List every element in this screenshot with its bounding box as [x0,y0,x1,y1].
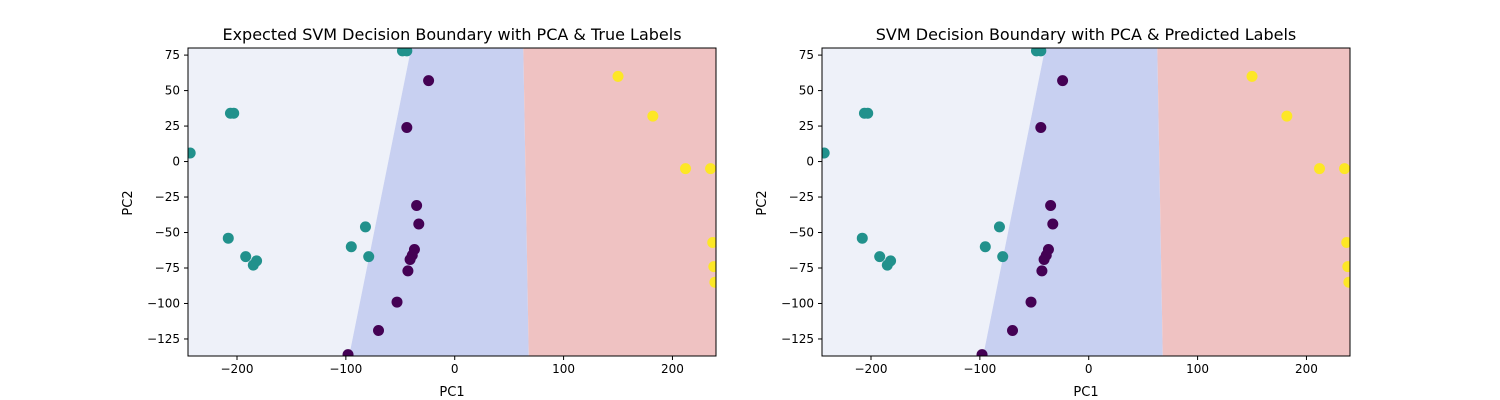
y-tick-label: −125 [781,332,814,346]
scatter-point [979,241,991,253]
scatter-point [1343,276,1350,288]
scatter-point [411,200,423,212]
scatter-point [402,265,414,277]
y-tick-label: 50 [165,84,180,98]
x-tick-label: 100 [1186,362,1209,376]
scatter-point [885,255,897,267]
scatter-point [1339,163,1350,175]
x-tick-label: 200 [661,362,684,376]
axes-frame [187,47,717,357]
decision-region-class1 [188,48,412,356]
y-tick-label: 75 [165,48,180,62]
scatter-point [188,147,196,159]
scatter-point [251,255,263,267]
scatter-point [423,75,435,87]
scatter-point [1045,200,1057,212]
y-tick-label: −125 [147,332,180,346]
y-tick-label: 75 [799,48,814,62]
plot-area: −200 −100 0 100 200 75 50 25 0 −25 −50 −75 −100 −125 [147,47,717,376]
scatter-point [1035,48,1047,57]
scatter-point [1342,261,1350,273]
scatter-point [1007,324,1019,336]
scatter-point [612,70,624,82]
y-tick-label: 25 [165,119,180,133]
x-tick-label: −200 [221,362,254,376]
scatter-point [1047,218,1059,230]
scatter-point [1035,121,1047,133]
scatter-point [1038,253,1050,265]
y-tick-label: 50 [799,84,814,98]
x-tick-label: −100 [329,362,362,376]
scatter-point [709,276,716,288]
scatter-point [680,163,692,175]
plot-area: −200 −100 0 100 200 75 50 25 0 −25 −50 −75 −100 −125 [781,47,1351,376]
scatter-point [1036,265,1048,277]
scatter-point [705,163,716,175]
scatter-point [345,241,357,253]
scatter-point [404,253,416,265]
y-axis-label: PC2 [755,190,770,215]
x-axis-label: PC1 [1073,385,1098,400]
scatter-point [1281,110,1293,122]
x-tick-label: 0 [451,362,459,376]
scatter-point [1057,75,1069,87]
scatter-point [1314,163,1326,175]
scatter-point [874,251,886,263]
decision-region-class0 [349,48,529,356]
chart-title: SVM Decision Boundary with PCA & Predict… [876,25,1296,44]
y-tick-label: −100 [781,296,814,310]
y-tick-label: 0 [172,155,180,169]
scatter-point [413,218,425,230]
scatter-point [342,349,354,356]
scatter-point [391,296,403,308]
scatter-point [1341,236,1350,248]
y-tick-label: −100 [147,296,180,310]
decision-region-class0 [983,48,1163,356]
decision-region-class1 [822,48,1046,356]
y-tick-label: −25 [155,190,180,204]
y-tick-label: −25 [789,190,814,204]
scatter-point [856,232,868,244]
chart-title: Expected SVM Decision Boundary with PCA … [222,25,681,44]
scatter-point [240,251,252,263]
scatter-point [401,121,413,133]
scatter-point [1025,296,1037,308]
y-tick-label: −75 [789,261,814,275]
scatter-point [862,107,874,119]
scatter-point [708,261,716,273]
scatter-point [822,147,830,159]
scatter-point [359,221,371,233]
subplot-true-labels: Expected SVM Decision Boundary with PCA … [121,25,717,400]
x-tick-label: 100 [552,362,575,376]
scatter-point [707,236,716,248]
scatter-point [997,251,1009,263]
x-tick-label: −100 [963,362,996,376]
x-tick-label: 200 [1295,362,1318,376]
scatter-point [647,110,659,122]
decision-region-class2 [523,48,716,356]
y-tick-label: −75 [155,261,180,275]
scatter-point [222,232,234,244]
y-tick-label: −50 [155,226,180,240]
subplot-predicted-labels: SVM Decision Boundary with PCA & Predict… [755,25,1351,400]
y-axis-label: PC2 [121,190,136,215]
x-tick-label: 0 [1085,362,1093,376]
decision-region-class2 [1157,48,1350,356]
scatter-point [363,251,375,263]
axes-frame [821,47,1351,357]
x-axis-label: PC1 [439,385,464,400]
y-tick-label: 25 [799,119,814,133]
scatter-point [993,221,1005,233]
scatter-point [1246,70,1258,82]
y-tick-label: 0 [806,155,814,169]
scatter-point [401,48,413,57]
x-tick-label: −200 [855,362,888,376]
scatter-point [976,349,988,356]
scatter-point [373,324,385,336]
scatter-point [228,107,240,119]
y-tick-label: −50 [789,226,814,240]
